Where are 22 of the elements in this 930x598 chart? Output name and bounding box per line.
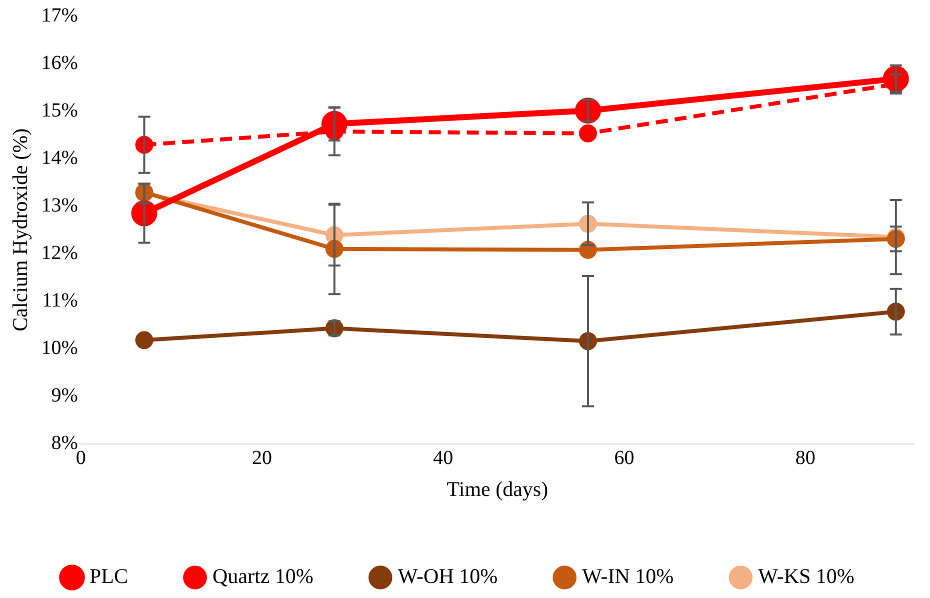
x-tick-label: 60 [614, 447, 634, 470]
y-tick-label: 12% [41, 242, 78, 264]
y-tick-label: 11% [42, 289, 78, 312]
legend-label: W-KS 10% [758, 564, 854, 588]
x-tick-label: 40 [433, 447, 454, 470]
y-tick-label: 8% [51, 432, 78, 454]
y-axis-title: Calcium Hydroxide (%) [8, 128, 32, 332]
legend-label: PLC [90, 564, 128, 588]
x-tick-label: 20 [252, 447, 272, 470]
y-tick-label: 15% [41, 99, 78, 122]
y-tick-label: 10% [41, 336, 78, 359]
y-tick-label: 17% [41, 4, 78, 26]
x-axis-title: Time (days) [446, 476, 548, 501]
legend-label: W-OH 10% [398, 564, 498, 588]
legend-label: Quartz 10% [212, 564, 314, 588]
y-tick-label: 9% [51, 384, 78, 407]
y-tick-label: 13% [41, 194, 78, 216]
x-tick-label: 80 [795, 447, 816, 470]
legend-label: W-IN 10% [582, 564, 674, 588]
y-tick-label: 16% [41, 52, 78, 74]
x-tick-label: 0 [76, 447, 86, 470]
y-tick-label: 14% [41, 146, 78, 169]
